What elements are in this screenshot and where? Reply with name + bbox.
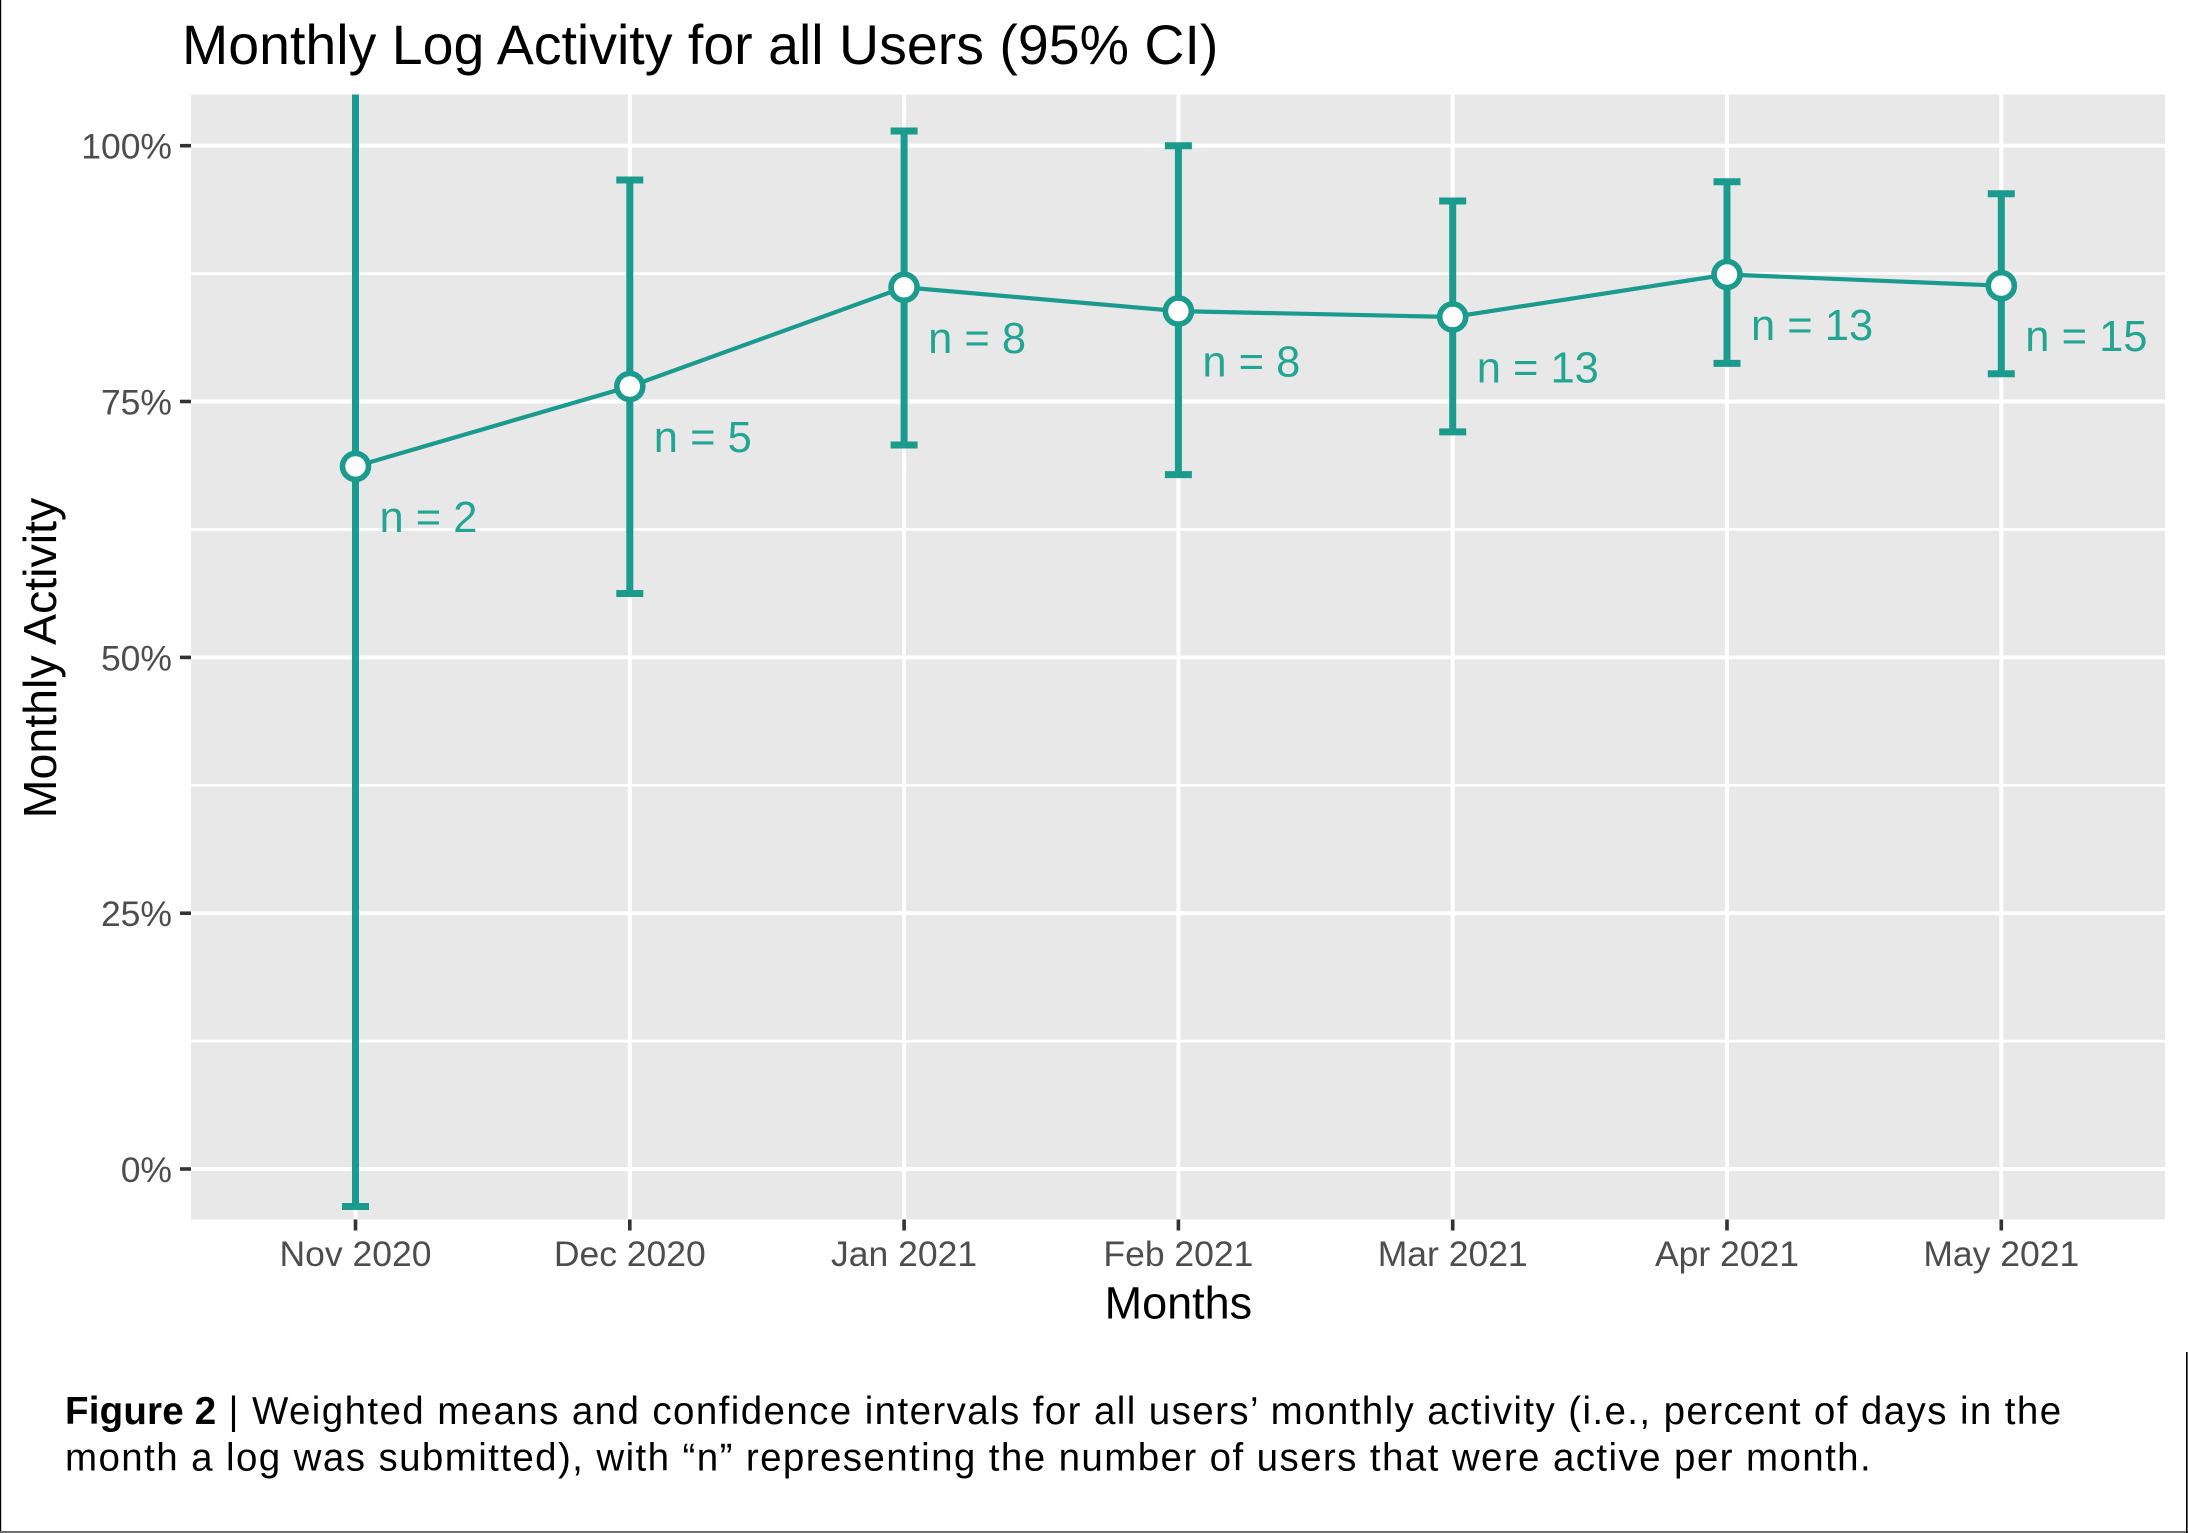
svg-text:25%: 25% <box>101 894 172 934</box>
svg-text:Feb 2021: Feb 2021 <box>1103 1234 1253 1274</box>
svg-text:n = 2: n = 2 <box>380 494 478 542</box>
svg-text:Figure 2 | Weighted means and: Figure 2 | Weighted means and confidence… <box>65 1390 2063 1433</box>
svg-text:n = 5: n = 5 <box>654 414 752 462</box>
svg-text:Nov 2020: Nov 2020 <box>280 1234 432 1274</box>
svg-text:100%: 100% <box>81 127 172 167</box>
svg-text:month a log was submitted), wi: month a log was submitted), with “n” rep… <box>65 1437 1872 1480</box>
svg-text:n = 8: n = 8 <box>1202 339 1300 387</box>
svg-text:0%: 0% <box>121 1150 172 1190</box>
svg-text:Monthly Log Activity for all U: Monthly Log Activity for all Users (95% … <box>182 14 1218 76</box>
svg-text:Months: Months <box>1105 1277 1253 1328</box>
svg-text:Dec 2020: Dec 2020 <box>554 1234 706 1274</box>
svg-text:75%: 75% <box>101 383 172 423</box>
svg-text:n = 8: n = 8 <box>928 315 1026 363</box>
svg-text:May 2021: May 2021 <box>1923 1234 2079 1274</box>
svg-text:Apr 2021: Apr 2021 <box>1655 1234 1799 1274</box>
svg-text:n = 13: n = 13 <box>1751 302 1873 350</box>
svg-text:50%: 50% <box>101 638 172 678</box>
svg-text:Jan 2021: Jan 2021 <box>831 1234 977 1274</box>
svg-text:Monthly Activity: Monthly Activity <box>14 497 66 818</box>
svg-text:n = 15: n = 15 <box>2025 313 2147 361</box>
svg-text:n = 13: n = 13 <box>1477 345 1599 393</box>
svg-text:Mar 2021: Mar 2021 <box>1378 1234 1528 1274</box>
